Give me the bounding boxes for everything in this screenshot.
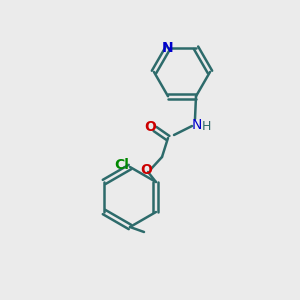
Text: H: H — [201, 121, 211, 134]
Text: O: O — [144, 120, 156, 134]
Text: O: O — [140, 163, 152, 177]
Text: N: N — [162, 41, 174, 55]
Text: Cl: Cl — [115, 158, 129, 172]
Text: N: N — [192, 118, 202, 132]
